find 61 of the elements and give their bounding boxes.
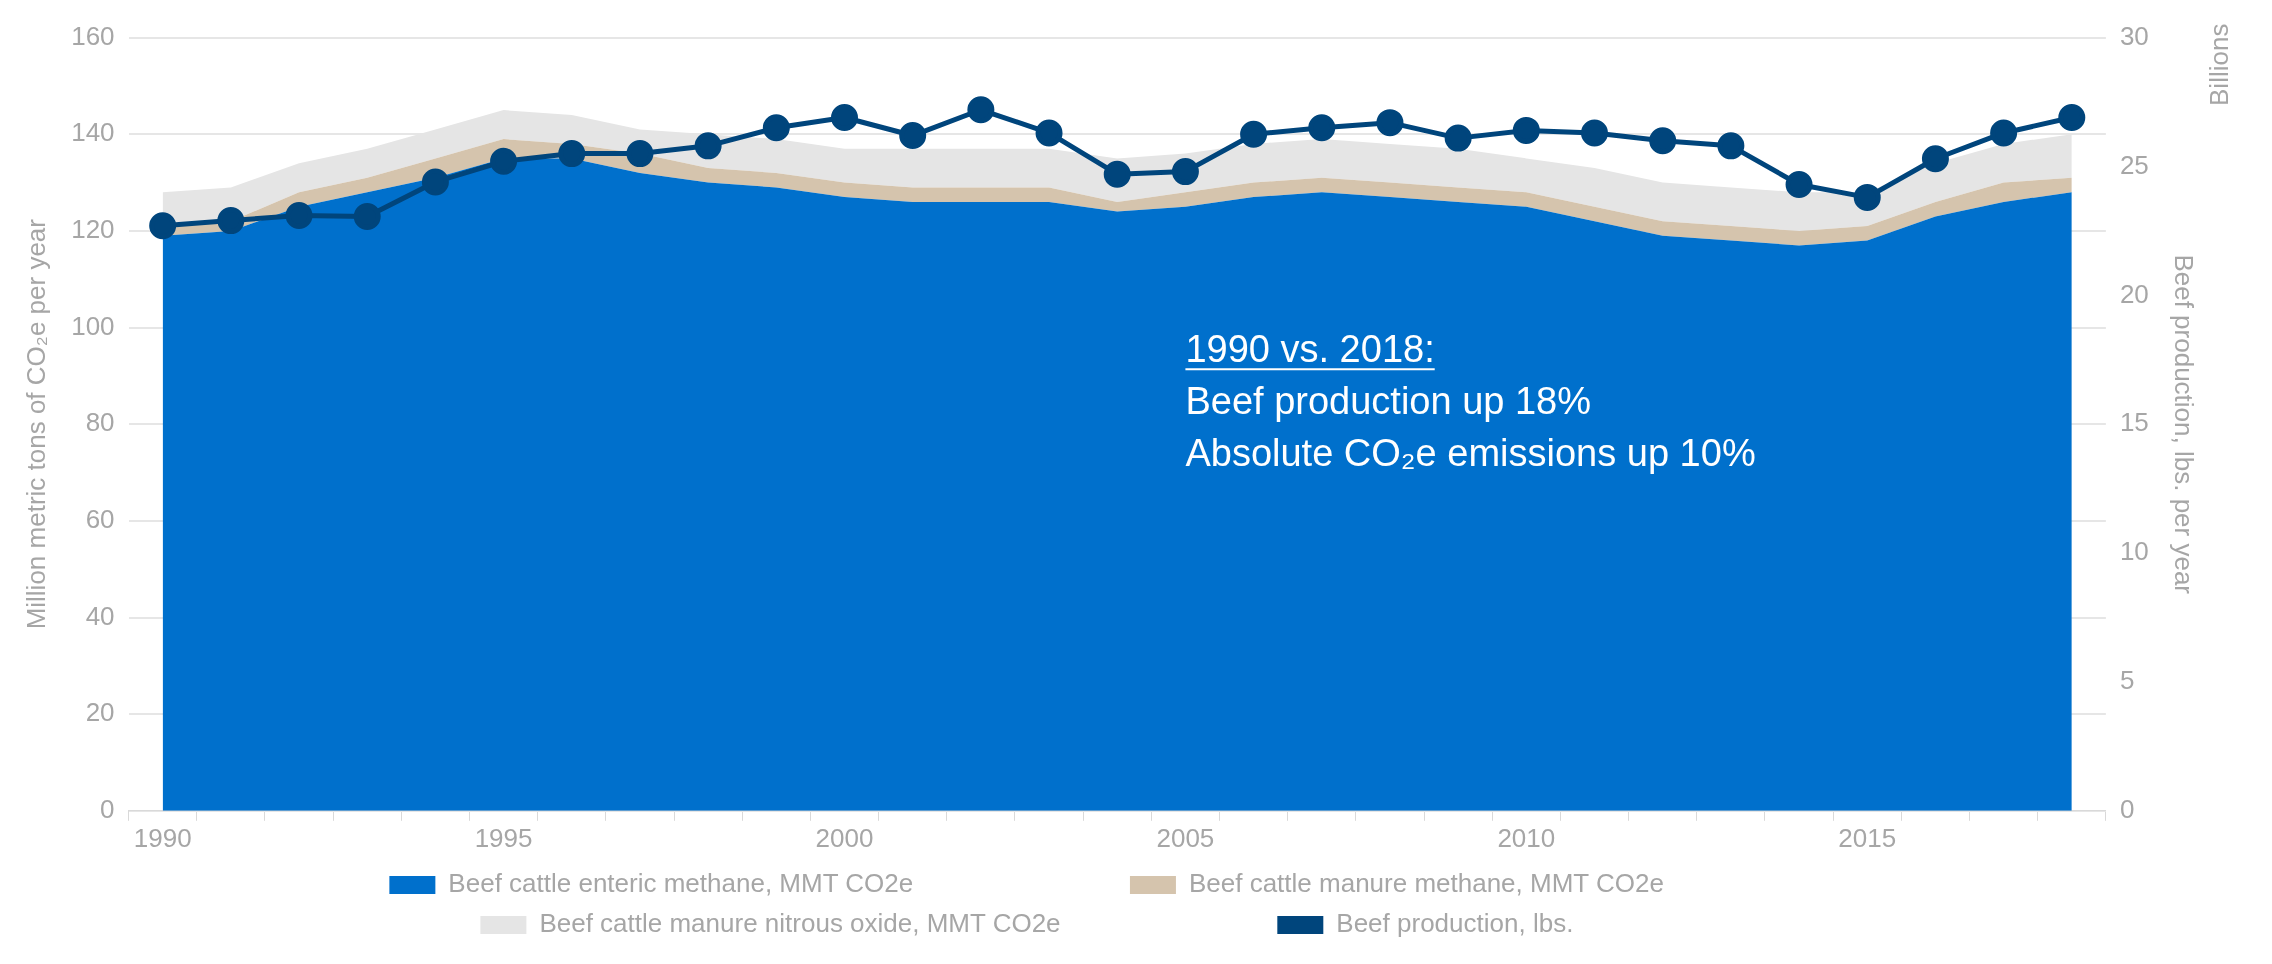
y-tick-label: 100 xyxy=(71,310,115,341)
point xyxy=(831,104,858,131)
point xyxy=(1785,171,1813,199)
y-tick-label: 60 xyxy=(85,504,115,535)
y-tick-label: 20 xyxy=(85,697,115,728)
legend-label: Beef cattle enteric methane, MMT CO2e xyxy=(448,868,1116,899)
y-tick-label: 160 xyxy=(71,20,115,51)
point xyxy=(217,207,245,235)
y2-tick-label: 0 xyxy=(2119,793,2135,824)
y-axis-title: Million metric tons of CO₂e per year xyxy=(20,218,51,630)
point xyxy=(1921,145,1949,173)
annotation: Absolute CO₂e emissions up 10% xyxy=(1185,432,1756,475)
point xyxy=(626,140,654,168)
point xyxy=(1853,183,1881,211)
y-tick-label: 120 xyxy=(71,214,115,245)
y2-axis-title: Beef production, lbs. per year xyxy=(2169,254,2200,595)
point xyxy=(2058,104,2086,131)
point xyxy=(149,212,177,240)
y2-tick-label: 30 xyxy=(2119,20,2149,51)
annotation: Beef production up 18% xyxy=(1185,380,1592,423)
point xyxy=(694,132,722,160)
y-tick-label: 40 xyxy=(85,600,115,631)
point xyxy=(1308,114,1336,142)
y2-tick-label: 25 xyxy=(2119,149,2149,180)
y2-tick-label: 10 xyxy=(2119,536,2149,567)
point xyxy=(967,96,995,124)
point xyxy=(1581,119,1609,147)
y-tick-label: 140 xyxy=(71,117,115,148)
point xyxy=(558,140,586,168)
point xyxy=(1717,132,1745,160)
point xyxy=(1444,124,1472,152)
point xyxy=(1512,116,1540,144)
x-tick-label: 2015 xyxy=(1838,822,1897,853)
x-tick-label: 2005 xyxy=(1156,822,1215,853)
x-tick-label: 2000 xyxy=(815,822,874,853)
legend-label: Beef cattle manure methane, MMT CO2e xyxy=(1188,868,1867,899)
legend-label: Beef cattle manure nitrous oxide, MMT CO2e xyxy=(539,908,1263,939)
y2-tick-label: 20 xyxy=(2119,278,2149,309)
point xyxy=(1376,109,1404,137)
point xyxy=(899,122,927,150)
x-tick-label: 1995 xyxy=(474,822,533,853)
text: Billions xyxy=(2204,23,2235,106)
point xyxy=(421,168,449,196)
point xyxy=(1240,120,1268,148)
x-tick-label: 1990 xyxy=(133,822,192,853)
y-tick-label: 80 xyxy=(85,407,115,438)
x-tick-label: 2010 xyxy=(1497,822,1556,853)
point xyxy=(762,114,790,142)
y-tick-label: 0 xyxy=(100,793,115,824)
point xyxy=(1171,158,1199,186)
y2-tick-label: 5 xyxy=(2119,665,2135,696)
point xyxy=(1649,127,1677,155)
legend-label: Beef production, lbs. xyxy=(1336,908,1776,939)
point xyxy=(1035,119,1063,147)
point xyxy=(1990,119,2018,147)
point xyxy=(1103,160,1131,188)
annotation: 1990 vs. 2018: xyxy=(1185,328,1435,371)
point xyxy=(285,201,313,229)
point xyxy=(490,147,518,175)
point xyxy=(353,202,381,230)
y2-tick-label: 15 xyxy=(2119,407,2149,438)
